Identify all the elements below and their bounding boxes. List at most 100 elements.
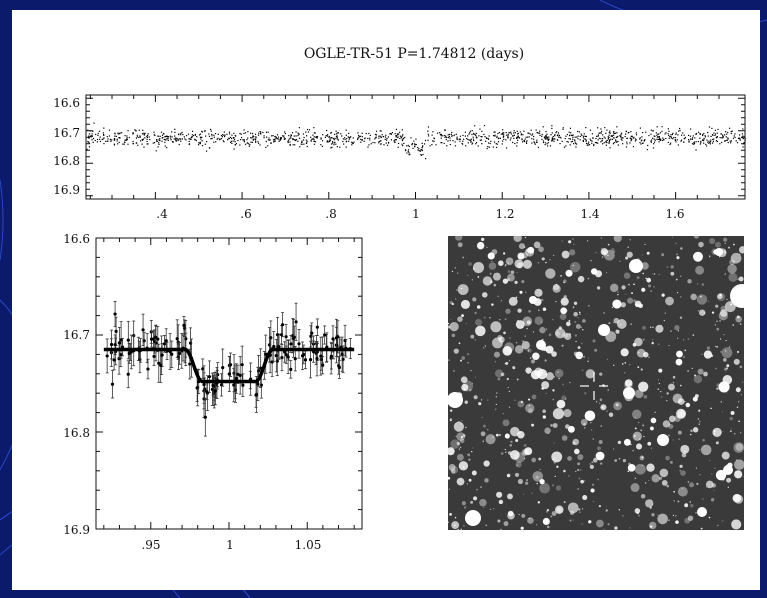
star (594, 270, 603, 278)
data-point (582, 136, 584, 138)
data-point (306, 135, 308, 137)
star (740, 394, 743, 396)
top-y-tick-label: 16.6 (53, 96, 80, 110)
star (565, 321, 571, 327)
star (552, 389, 555, 392)
star (476, 305, 481, 309)
data-point (598, 132, 600, 134)
data-point (334, 133, 336, 135)
star (458, 420, 460, 423)
data-point (626, 137, 628, 139)
data-point (609, 147, 611, 149)
data-point (419, 150, 421, 152)
data-point (707, 141, 709, 143)
data-point (585, 139, 587, 141)
data-point (312, 138, 315, 140)
data-point (488, 138, 490, 140)
data-point (698, 131, 700, 133)
star (487, 429, 489, 431)
star (521, 513, 526, 518)
top-x-tick-label: .6 (240, 207, 251, 221)
data-point (201, 130, 203, 132)
data-point (174, 128, 176, 130)
star (470, 334, 475, 339)
data-point (329, 354, 334, 358)
data-point (475, 136, 478, 138)
star (521, 280, 525, 284)
data-point (305, 142, 307, 144)
star (517, 478, 524, 485)
star (699, 295, 702, 298)
data-point (157, 146, 159, 148)
bright-star (723, 465, 733, 475)
star (468, 262, 472, 266)
star (451, 270, 454, 273)
data-point (575, 142, 577, 145)
star (535, 475, 539, 480)
data-point (585, 127, 587, 129)
star (587, 277, 590, 280)
star (449, 301, 453, 305)
star (550, 515, 553, 518)
star (624, 372, 626, 374)
star (504, 433, 510, 439)
data-point (583, 133, 585, 135)
star (634, 337, 643, 347)
data-point (475, 132, 477, 134)
data-point (149, 138, 151, 141)
data-point (600, 141, 602, 143)
data-point (156, 140, 158, 142)
star (551, 511, 557, 516)
data-point (561, 140, 563, 142)
data-point (446, 136, 448, 139)
data-point (329, 139, 332, 141)
data-point (170, 137, 172, 139)
star (684, 450, 686, 453)
data-point (672, 132, 674, 134)
star (672, 439, 674, 441)
star (658, 343, 660, 345)
data-point (517, 137, 519, 139)
data-point (605, 132, 607, 134)
zoom-y-tick-label: 16.8 (63, 426, 90, 440)
star (711, 473, 713, 475)
star (695, 265, 705, 275)
data-point (727, 138, 729, 140)
star (577, 462, 581, 466)
star (734, 470, 743, 479)
data-point (126, 338, 130, 342)
star (514, 472, 520, 477)
star (574, 320, 577, 324)
data-point (647, 144, 649, 147)
data-point (688, 134, 690, 137)
data-point (556, 131, 558, 133)
star (724, 273, 726, 275)
star (467, 274, 469, 277)
star (739, 323, 742, 325)
data-point (87, 141, 90, 143)
data-point (690, 138, 692, 140)
star (528, 310, 531, 313)
data-point (143, 146, 145, 148)
data-point (188, 138, 190, 140)
data-point (389, 133, 391, 135)
data-point (653, 143, 655, 145)
data-point (554, 134, 556, 136)
star (640, 493, 646, 499)
data-point (551, 138, 553, 140)
data-point (127, 143, 129, 145)
star (480, 486, 482, 488)
data-point (520, 133, 523, 135)
star (709, 459, 711, 462)
star (575, 340, 577, 343)
data-point (315, 136, 317, 138)
star (563, 469, 566, 473)
data-point (213, 389, 217, 393)
star (471, 470, 477, 476)
data-point (217, 133, 219, 135)
data-point (159, 139, 161, 142)
data-point (668, 134, 670, 137)
data-point (146, 138, 148, 140)
data-point (284, 335, 288, 339)
star (483, 460, 490, 467)
